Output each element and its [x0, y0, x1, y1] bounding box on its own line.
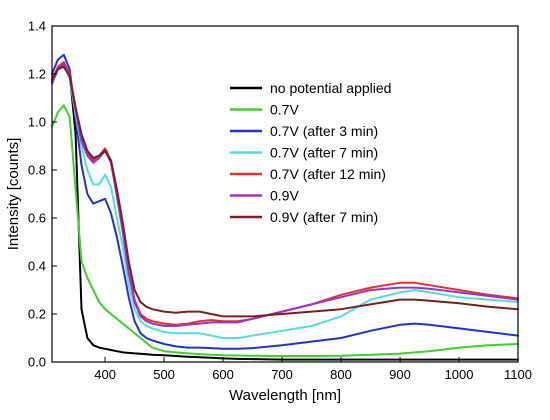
legend-label: 0.9V [270, 188, 299, 204]
series-line-4 [51, 63, 519, 339]
x-axis-title: Wavelength [nm] [229, 387, 341, 404]
legend-label: 0.7V [270, 102, 299, 118]
y-tick-label: 0.0 [28, 355, 46, 370]
x-tick-label: 1000 [445, 367, 474, 382]
y-axis-title: Intensity [counts] [5, 138, 22, 251]
series-line-2 [51, 104, 519, 357]
y-tick-label: 0.6 [28, 211, 46, 226]
x-tick-label: 900 [389, 367, 411, 382]
x-tick-label: 400 [94, 367, 116, 382]
y-tick-label: 1.2 [28, 67, 46, 82]
series-line-1 [51, 63, 519, 361]
series-line-6 [51, 63, 519, 327]
series-line-3 [51, 53, 519, 350]
legend-label: 0.7V (after 12 min) [270, 166, 386, 182]
y-tick-label: 0.4 [28, 259, 46, 274]
y-tick-label: 1.0 [28, 115, 46, 130]
series-lines [51, 53, 519, 361]
plot-frame [51, 25, 519, 363]
legend-label: 0.9V (after 7 min) [270, 209, 378, 225]
x-axis: 400 500 600 700 800 900 1000 1100 [94, 357, 532, 382]
legend: no potential applied 0.7V 0.7V (after 3 mi… [230, 80, 391, 225]
x-tick-label: 500 [153, 367, 175, 382]
x-tick-label: 1100 [504, 367, 532, 382]
legend-label: 0.7V (after 7 min) [270, 145, 378, 161]
series-line-7 [51, 65, 519, 318]
y-tick-label: 0.2 [28, 307, 46, 322]
x-tick-label: 700 [271, 367, 293, 382]
y-axis: 0.0 0.2 0.4 0.6 0.8 1.0 1.2 1.4 [28, 19, 57, 370]
x-tick-label: 800 [330, 367, 352, 382]
x-tick-label: 600 [212, 367, 234, 382]
legend-label: 0.7V (after 3 min) [270, 123, 378, 139]
y-tick-label: 1.4 [28, 19, 46, 34]
y-tick-label: 0.8 [28, 163, 46, 178]
legend-label: no potential applied [270, 80, 391, 96]
